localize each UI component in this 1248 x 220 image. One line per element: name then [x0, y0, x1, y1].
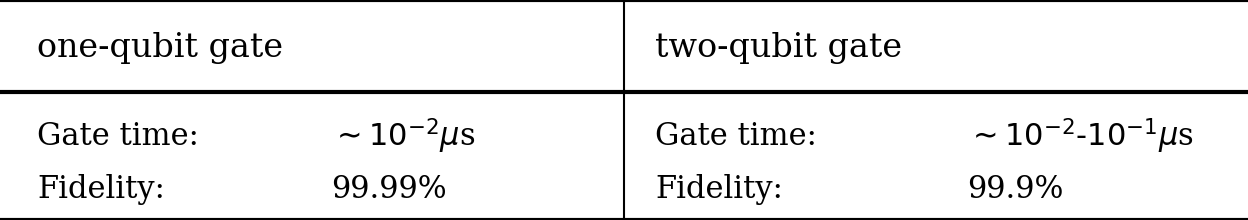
Text: 99.9%: 99.9%	[967, 174, 1063, 205]
Text: Fidelity:: Fidelity:	[37, 174, 165, 205]
Text: two-qubit gate: two-qubit gate	[655, 32, 902, 64]
Text: Gate time:: Gate time:	[655, 121, 817, 152]
Text: Gate time:: Gate time:	[37, 121, 200, 152]
Text: $\sim 10^{-2}\mu$s: $\sim 10^{-2}\mu$s	[331, 117, 475, 156]
Text: 99.99%: 99.99%	[331, 174, 447, 205]
Text: $\sim 10^{-2}\text{-}10^{-1}\mu$s: $\sim 10^{-2}\text{-}10^{-1}\mu$s	[967, 117, 1194, 156]
Text: Fidelity:: Fidelity:	[655, 174, 782, 205]
Text: one-qubit gate: one-qubit gate	[37, 32, 283, 64]
